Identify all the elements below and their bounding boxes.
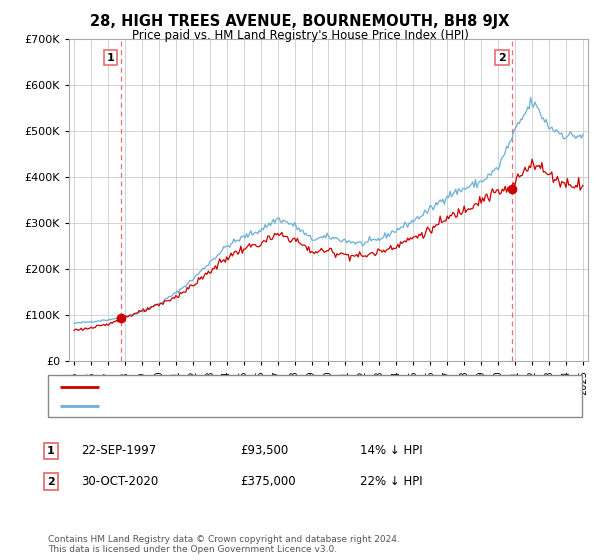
- Text: 22-SEP-1997: 22-SEP-1997: [81, 444, 156, 458]
- Text: Contains HM Land Registry data © Crown copyright and database right 2024.
This d: Contains HM Land Registry data © Crown c…: [48, 535, 400, 554]
- Text: 1: 1: [107, 53, 115, 63]
- Text: £375,000: £375,000: [240, 475, 296, 488]
- Text: £93,500: £93,500: [240, 444, 288, 458]
- Text: 28, HIGH TREES AVENUE, BOURNEMOUTH, BH8 9JX: 28, HIGH TREES AVENUE, BOURNEMOUTH, BH8 …: [91, 14, 509, 29]
- Text: 28, HIGH TREES AVENUE, BOURNEMOUTH, BH8 9JX (detached house): 28, HIGH TREES AVENUE, BOURNEMOUTH, BH8 …: [105, 381, 485, 391]
- Text: 22% ↓ HPI: 22% ↓ HPI: [360, 475, 422, 488]
- Text: 2: 2: [47, 477, 55, 487]
- Text: 1: 1: [47, 446, 55, 456]
- Text: 30-OCT-2020: 30-OCT-2020: [81, 475, 158, 488]
- Text: 2: 2: [498, 53, 506, 63]
- Text: 14% ↓ HPI: 14% ↓ HPI: [360, 444, 422, 458]
- Text: Price paid vs. HM Land Registry's House Price Index (HPI): Price paid vs. HM Land Registry's House …: [131, 29, 469, 42]
- Text: HPI: Average price, detached house, Bournemouth Christchurch and Poole: HPI: Average price, detached house, Bour…: [105, 401, 511, 411]
